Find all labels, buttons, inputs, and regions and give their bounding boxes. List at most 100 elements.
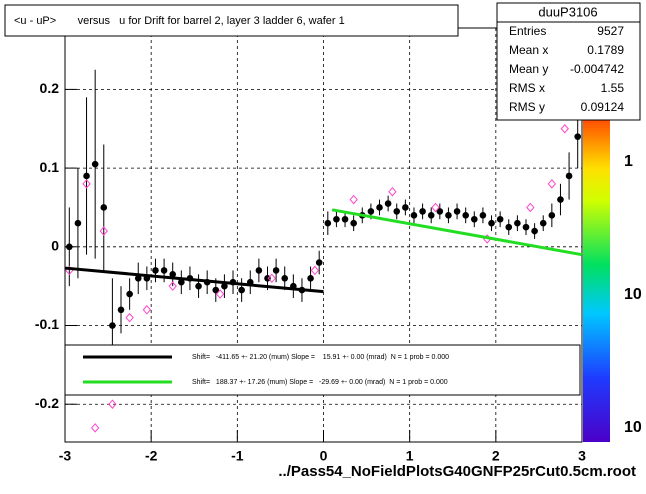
profile-point [531,227,538,235]
profile-point [333,215,340,223]
profile-diamond [125,312,134,323]
fit-line [64,266,324,294]
profile-point [462,212,469,219]
legend-label: Shift= 188.37 +- 17.26 (mum) Slope = -29… [192,379,448,386]
profile-diamond [526,202,535,213]
profile-diamond [82,179,91,189]
profile-point [384,200,392,207]
x-tick-label: -2 [145,448,158,464]
profile-point [419,208,426,215]
profile-point [160,267,168,274]
profile-point [195,282,202,290]
profile-point [427,212,435,219]
x-tick-label: 1 [406,448,414,464]
profile-point [126,290,133,298]
stats-value: 9527 [597,24,624,38]
profile-point [488,219,495,227]
profile-diamond [388,186,397,197]
y-tick-label: 0 [51,238,59,254]
x-tick-label: 2 [492,448,500,464]
x-axis-label: ../Pass54_NoFieldPlotsG40GNFP25rCut0.5cm… [278,463,636,480]
profile-point [212,286,220,294]
palette-label: 1 [624,153,633,170]
x-tick-label: -1 [231,448,244,464]
profile-point [152,267,159,274]
profile-diamond [90,423,100,433]
profile-point [117,306,125,314]
profile-point [393,208,401,215]
stats-label: Mean y [509,62,548,76]
y-tick-label: 0.2 [40,80,60,96]
profile-diamond [310,265,320,276]
profile-diamond [267,273,276,284]
profile-point [514,219,521,227]
y-tick-label: 0.1 [40,159,60,175]
profile-point [574,133,581,140]
profile-diamond [99,226,108,236]
profile-point [496,215,504,223]
palette-label: 10 [624,419,642,436]
profile-point [505,223,513,231]
profile-point [402,204,409,211]
profile-point [307,274,314,282]
y-tick-label: -0.2 [35,395,59,411]
profile-diamond [168,281,177,291]
profile-point [178,278,185,286]
chart-title: <u - uP> versus u for Drift for barrel 2… [14,15,345,27]
stats-label: Entries [509,24,546,38]
profile-point [238,286,245,294]
x-tick-label: 0 [320,448,328,464]
profile-point [350,219,357,227]
stats-value: 0.1789 [587,43,624,57]
profile-diamond [349,194,358,205]
legend-label: Shift= -411.65 +- 21.20 (mum) Slope = 15… [192,354,449,361]
profile-point [470,215,478,223]
profile-point [324,219,332,227]
profile-diamond [431,202,440,213]
stats-label: RMS y [509,100,545,114]
profile-point [83,172,90,180]
profile-point [341,215,349,223]
stats-title: duuP3106 [538,4,597,19]
profile-point [410,212,418,219]
x-tick-label: -3 [59,448,72,464]
profile-point [453,208,461,215]
profile-point [539,219,547,227]
stats-value: 0.09124 [581,100,625,114]
y-tick-label: -0.1 [35,316,59,332]
profile-point [91,160,99,168]
profile-point [436,208,444,215]
profile-point [522,223,530,231]
profile-point [367,208,375,215]
profile-point [281,274,289,282]
profile-point [134,274,142,282]
fit-line [331,208,583,257]
title-box [4,4,459,37]
legend-box [64,344,581,396]
profile-point [221,282,228,290]
profile-point [66,243,73,251]
stats-label: RMS x [509,81,545,95]
profile-point [565,172,573,180]
palette-label: 10 [624,286,642,303]
profile-point [548,212,556,219]
stats-label: Mean x [509,43,548,57]
profile-diamond [108,399,117,409]
profile-point [74,219,82,227]
stats-value: 1.55 [601,81,625,95]
profile-diamond [215,289,225,299]
profile-point [445,212,452,219]
profile-point [169,271,177,278]
profile-point [272,267,280,274]
profile-point [376,204,383,211]
stats-value: -0.004742 [570,62,624,76]
profile-diamond [547,179,557,189]
profile-point [315,259,323,266]
profile-diamond [560,123,569,134]
profile-point [100,204,108,211]
profile-point [557,196,564,203]
profile-point [479,212,487,219]
x-tick-label: 3 [578,448,586,464]
palette [583,120,610,442]
